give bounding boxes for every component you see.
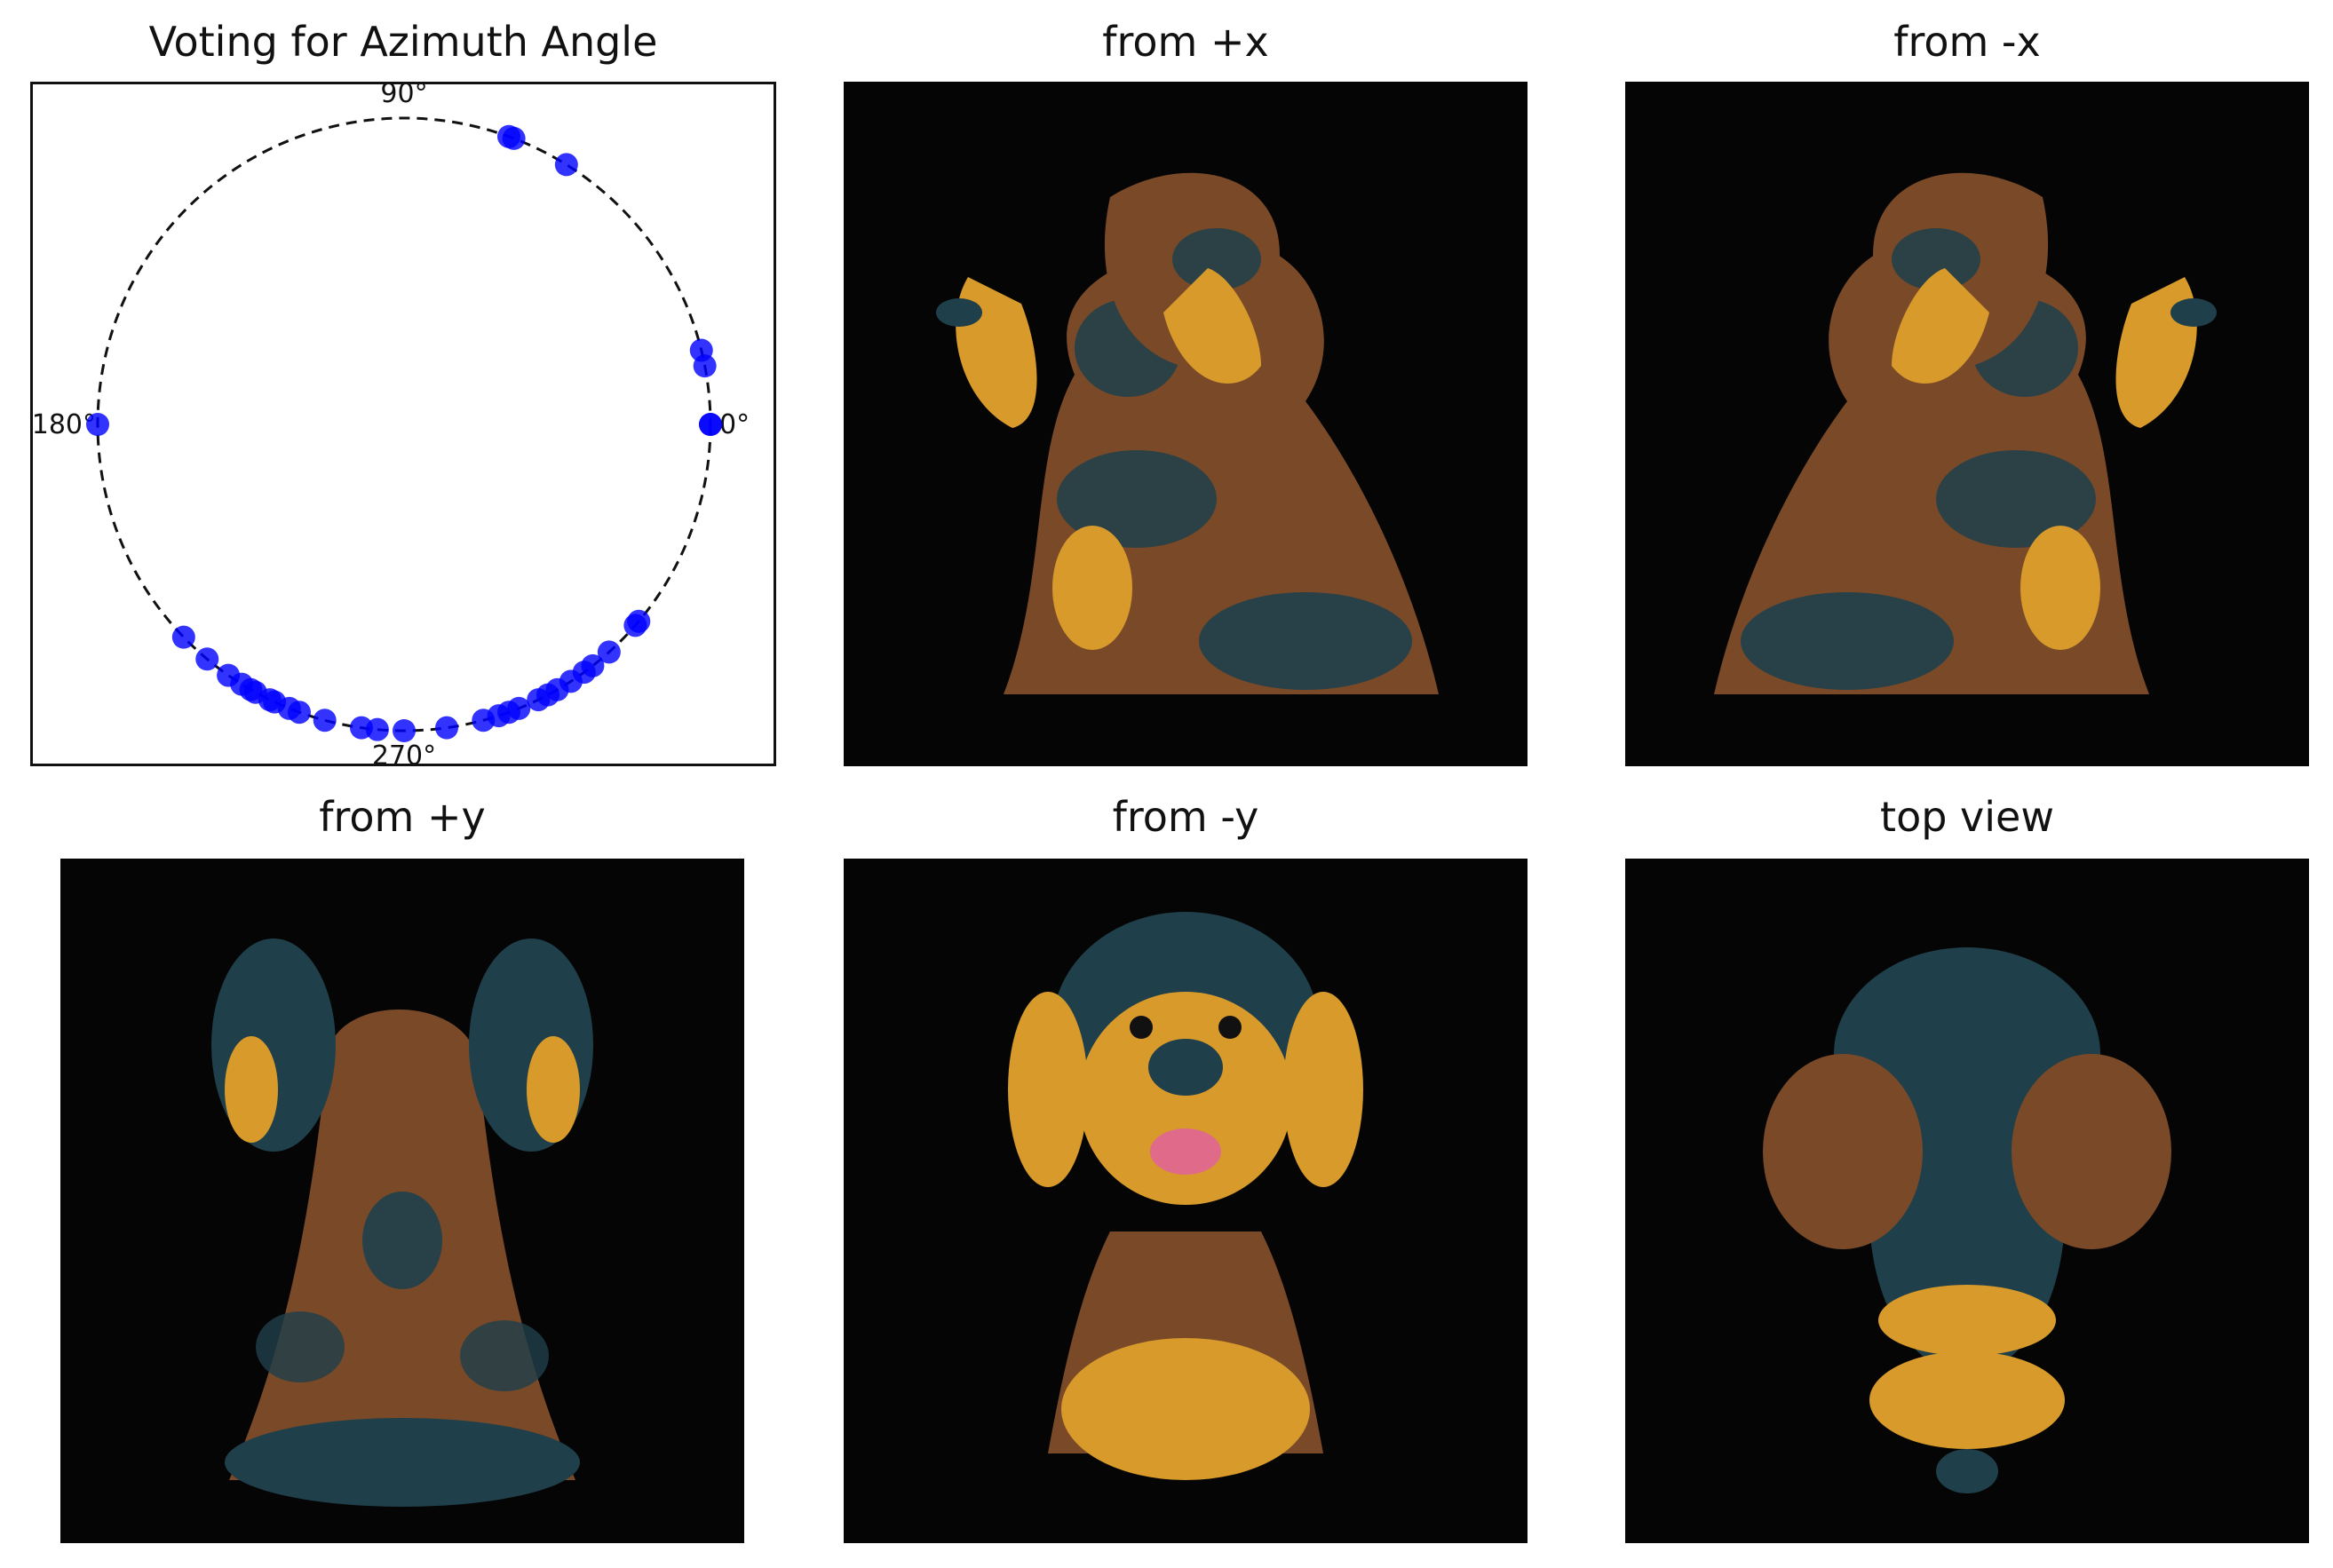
view-title-plus-y: from +y	[319, 793, 486, 841]
vote-point	[699, 413, 722, 436]
view-title-minus-x: from -x	[1893, 18, 2041, 66]
vote-point	[313, 709, 337, 733]
azimuth-polar-svg: 0° 90° 180° 270°	[33, 84, 750, 764]
vote-point	[689, 338, 713, 362]
vote-point	[86, 413, 109, 436]
render-view-minus-y	[844, 859, 1528, 1543]
vote-point	[502, 126, 526, 150]
vote-point	[597, 640, 621, 664]
vote-point	[536, 683, 559, 707]
vote-point	[487, 704, 511, 728]
view-title-plus-x: from +x	[1102, 18, 1269, 66]
dog-front-illustration	[1008, 912, 1363, 1480]
render-view-minus-x	[1625, 82, 2309, 766]
dog-back-illustration	[211, 938, 593, 1507]
dog-top-illustration	[1763, 947, 2171, 1493]
view-title-minus-y: from -y	[1112, 793, 1259, 841]
angle-label: 270°	[372, 740, 436, 764]
vote-point	[627, 609, 651, 633]
vote-point	[171, 625, 195, 649]
vote-point	[435, 716, 459, 740]
angle-label: 180°	[33, 409, 96, 440]
azimuth-polar-chart: 0° 90° 180° 270°	[30, 82, 776, 766]
vote-point	[243, 680, 267, 704]
dog-side-illustration-mirrored	[1714, 172, 2217, 694]
angle-label: 0°	[719, 409, 750, 440]
render-view-plus-y	[60, 859, 744, 1543]
vote-point	[581, 653, 605, 677]
render-view-plus-x	[844, 82, 1528, 766]
vote-point	[277, 696, 301, 720]
vote-point	[349, 716, 373, 740]
view-title-top: top view	[1880, 793, 2054, 841]
vote-point	[554, 153, 578, 177]
vote-point	[559, 669, 583, 693]
vote-point	[195, 647, 219, 671]
render-view-top	[1625, 859, 2309, 1543]
angle-label: 90°	[380, 84, 427, 109]
dog-side-illustration	[936, 172, 1439, 694]
vote-point	[393, 719, 416, 742]
azimuth-chart-title: Voting for Azimuth Angle	[148, 18, 658, 66]
